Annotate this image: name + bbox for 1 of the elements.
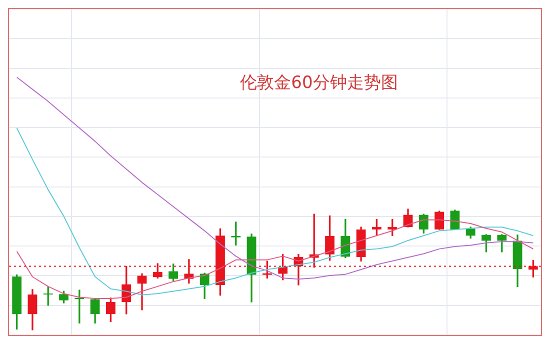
chart-title: 伦敦金60分钟走势图 <box>239 72 399 94</box>
